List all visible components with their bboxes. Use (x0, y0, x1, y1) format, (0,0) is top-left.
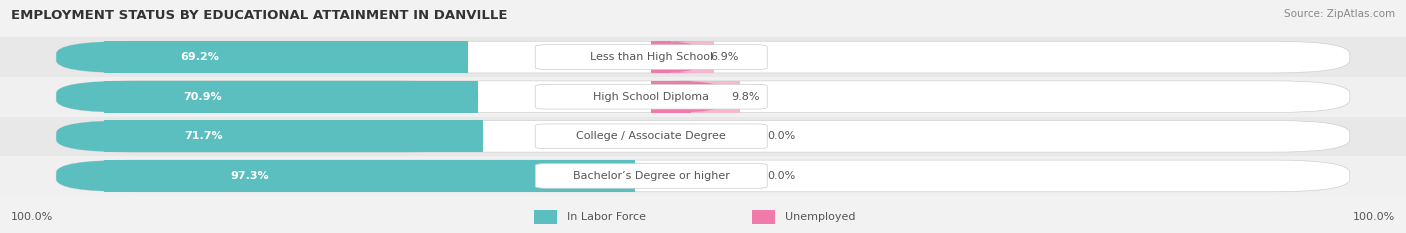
FancyBboxPatch shape (56, 41, 468, 73)
Bar (752, 210, 775, 224)
Bar (104, 81, 478, 113)
Bar (104, 160, 636, 192)
Text: 70.9%: 70.9% (183, 92, 221, 102)
Text: Unemployed: Unemployed (785, 212, 855, 222)
Text: 100.0%: 100.0% (11, 212, 53, 222)
FancyBboxPatch shape (56, 120, 1350, 152)
Bar (651, 41, 671, 73)
Bar (0, 77, 1406, 116)
Bar (651, 41, 714, 73)
FancyBboxPatch shape (651, 41, 699, 73)
Text: 0.0%: 0.0% (768, 171, 796, 181)
Text: In Labor Force: In Labor Force (567, 212, 645, 222)
Bar (651, 81, 740, 113)
Text: 9.8%: 9.8% (731, 92, 759, 102)
Text: Bachelor’s Degree or higher: Bachelor’s Degree or higher (572, 171, 730, 181)
FancyBboxPatch shape (536, 164, 768, 188)
Bar (104, 41, 468, 73)
FancyBboxPatch shape (56, 81, 478, 113)
Bar (0, 156, 1406, 196)
FancyBboxPatch shape (536, 45, 768, 69)
Text: 69.2%: 69.2% (180, 52, 219, 62)
Bar (104, 120, 482, 152)
Bar (0, 116, 1406, 156)
Bar (534, 210, 557, 224)
FancyBboxPatch shape (56, 41, 1350, 73)
FancyBboxPatch shape (56, 81, 1350, 113)
Text: Source: ZipAtlas.com: Source: ZipAtlas.com (1284, 9, 1395, 19)
FancyBboxPatch shape (651, 81, 720, 113)
FancyBboxPatch shape (536, 84, 768, 109)
Text: College / Associate Degree: College / Associate Degree (576, 131, 725, 141)
FancyBboxPatch shape (56, 160, 1350, 192)
Text: 0.0%: 0.0% (768, 131, 796, 141)
Text: High School Diploma: High School Diploma (593, 92, 709, 102)
Text: Less than High School: Less than High School (589, 52, 713, 62)
FancyBboxPatch shape (56, 160, 636, 192)
Bar (651, 81, 690, 113)
Text: 100.0%: 100.0% (1353, 212, 1395, 222)
Text: 71.7%: 71.7% (184, 131, 224, 141)
FancyBboxPatch shape (536, 124, 768, 149)
Text: EMPLOYMENT STATUS BY EDUCATIONAL ATTAINMENT IN DANVILLE: EMPLOYMENT STATUS BY EDUCATIONAL ATTAINM… (11, 9, 508, 22)
FancyBboxPatch shape (56, 120, 482, 152)
Text: 97.3%: 97.3% (231, 171, 269, 181)
Bar (0, 37, 1406, 77)
Text: 6.9%: 6.9% (710, 52, 740, 62)
